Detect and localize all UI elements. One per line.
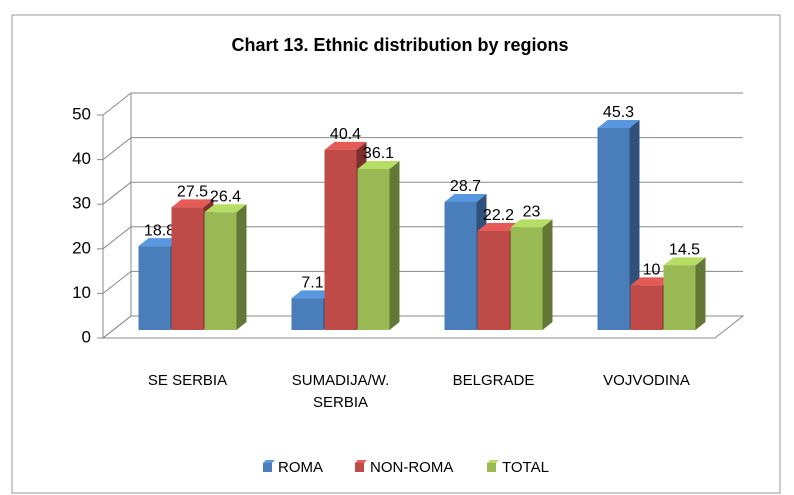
bar xyxy=(138,246,171,330)
x-tick-label: SE SERBIA xyxy=(147,372,228,389)
bar xyxy=(444,201,477,330)
legend-label: NON-ROMA xyxy=(370,459,453,476)
bar-top xyxy=(510,219,553,228)
bar xyxy=(324,149,357,330)
grid-line xyxy=(102,271,132,294)
x-tick-label: VOJVODINA xyxy=(603,372,690,389)
y-tick-label: 40 xyxy=(72,149,91,168)
bar-side xyxy=(236,204,247,330)
legend-swatch xyxy=(263,463,272,472)
bar-side xyxy=(389,160,400,330)
data-label: 22.2 xyxy=(483,207,514,224)
data-label: 23 xyxy=(523,204,541,221)
data-label: 45.3 xyxy=(603,104,634,121)
x-tick-label: BELGRADE xyxy=(452,372,535,389)
bar xyxy=(477,230,510,330)
legend-swatch xyxy=(487,463,496,472)
bar-top xyxy=(597,119,640,128)
y-tick-label: 0 xyxy=(82,327,91,346)
bar xyxy=(204,212,237,330)
bar-top xyxy=(324,141,367,150)
bar-top xyxy=(357,160,400,169)
bar-side xyxy=(695,257,706,330)
bar xyxy=(510,227,543,330)
bar-top xyxy=(444,193,487,202)
data-label: 36.1 xyxy=(363,145,394,162)
data-label: 26.4 xyxy=(210,188,241,205)
data-label: 40.4 xyxy=(330,126,361,143)
x-tick-label: SUMADIJA/W. SERBIA xyxy=(291,372,390,411)
bar-top xyxy=(630,277,673,286)
data-label: 28.7 xyxy=(450,178,481,195)
legend-swatch-top xyxy=(263,460,275,463)
grid-line xyxy=(102,137,132,160)
bar xyxy=(597,127,630,330)
legend-swatch-top xyxy=(487,460,499,463)
bar xyxy=(171,207,204,330)
data-label: 14.5 xyxy=(669,242,700,259)
bar-top xyxy=(204,204,247,213)
bar-top xyxy=(138,238,181,247)
bar xyxy=(357,168,390,330)
grid-line xyxy=(102,92,132,116)
bar-top xyxy=(663,257,706,266)
legend-swatch xyxy=(355,463,364,472)
bar xyxy=(663,265,696,330)
bar xyxy=(630,285,663,330)
bar-top xyxy=(291,290,334,299)
y-tick-label: 30 xyxy=(72,194,91,213)
bar-top xyxy=(477,222,520,231)
data-label: 18.8 xyxy=(144,222,175,239)
data-label: 27.5 xyxy=(177,184,208,201)
y-tick-label: 20 xyxy=(72,238,91,257)
legend-label: ROMA xyxy=(278,459,323,476)
y-tick-label: 50 xyxy=(72,104,91,123)
data-label: 10 xyxy=(643,262,661,279)
grid-line xyxy=(102,315,132,339)
grid-line xyxy=(102,181,132,205)
bar-side xyxy=(542,219,553,330)
data-label: 7.1 xyxy=(301,275,323,292)
y-tick-label: 10 xyxy=(72,283,91,302)
grid-line xyxy=(102,226,132,250)
legend-swatch-top xyxy=(355,460,367,463)
bar-side xyxy=(629,119,640,330)
bar xyxy=(291,298,324,330)
legend-label: TOTAL xyxy=(502,459,549,476)
bar-top xyxy=(171,199,214,208)
chart-title: Chart 13. Ethnic distribution by regions xyxy=(231,35,568,55)
